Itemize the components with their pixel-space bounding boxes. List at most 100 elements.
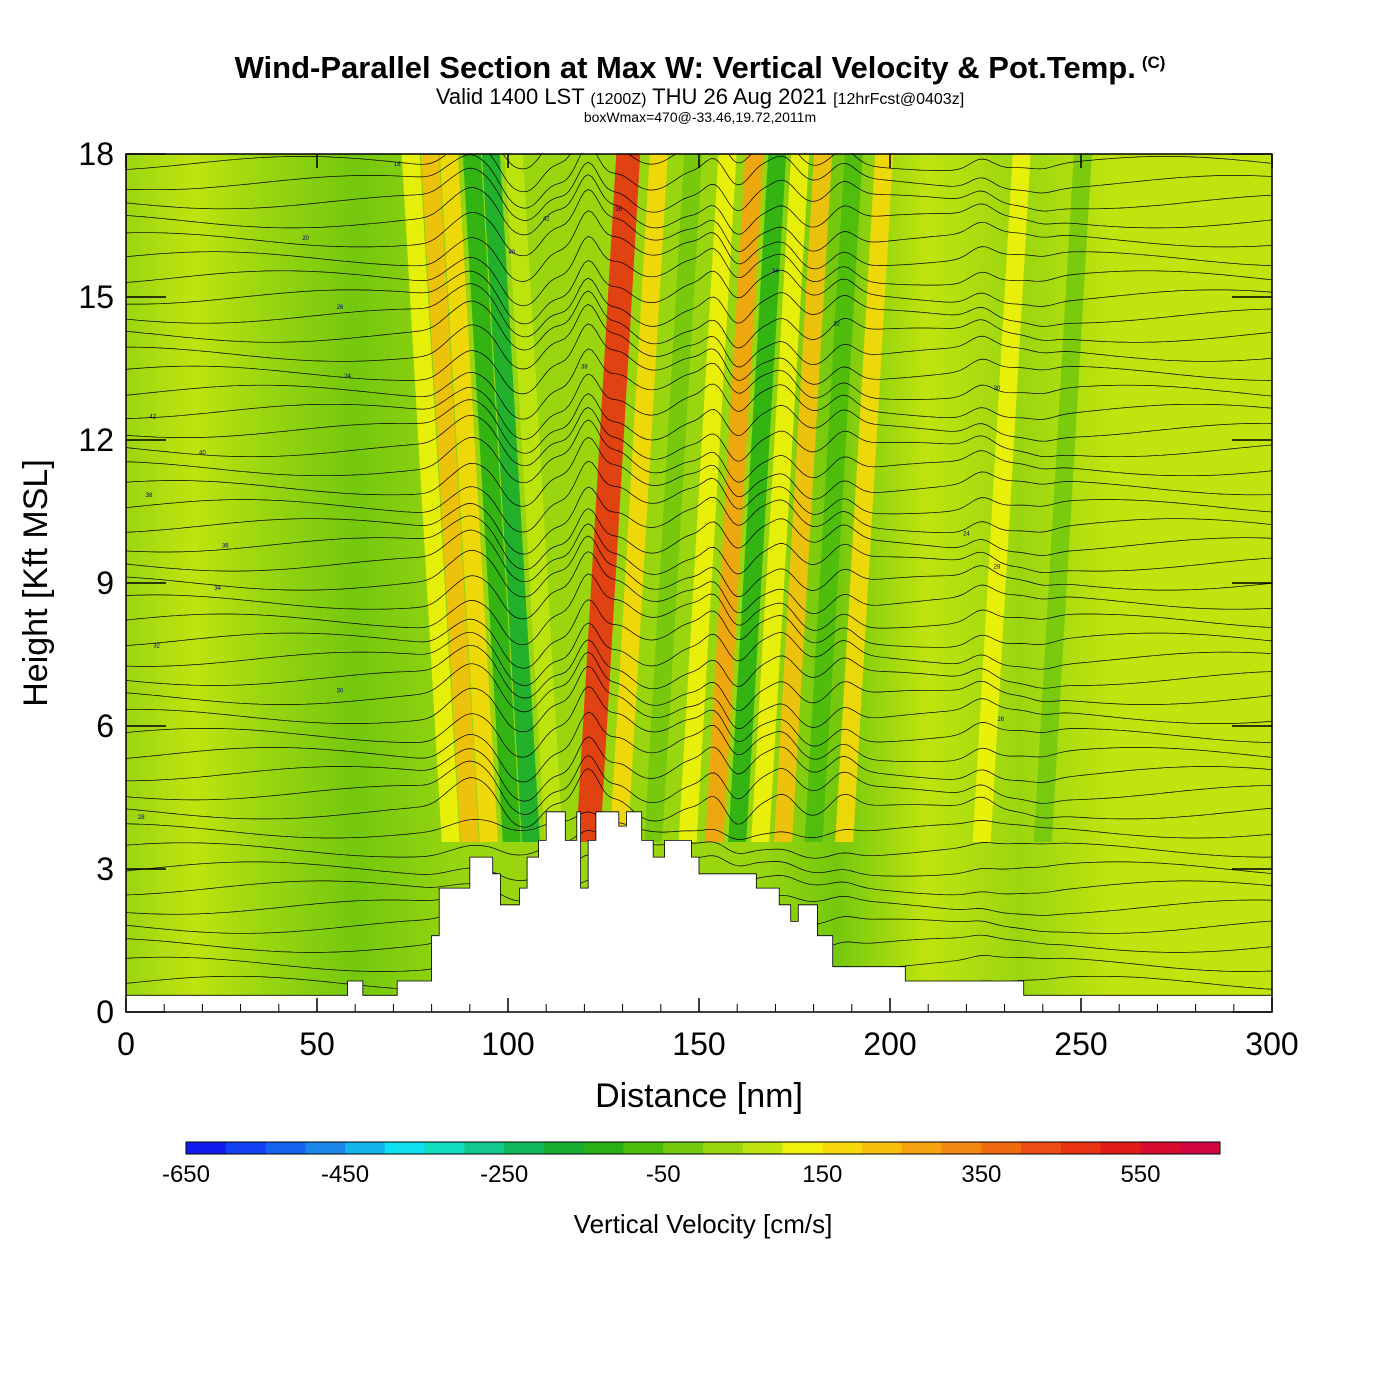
x-tick-label: 0 (117, 1026, 135, 1062)
colorbar-swatch (1060, 1142, 1102, 1154)
colorbar-swatch (703, 1142, 744, 1154)
colorbar-tick-label: -650 (162, 1161, 210, 1188)
x-tick-label: 250 (1054, 1026, 1107, 1062)
contour-label: 40 (508, 250, 515, 256)
contour-label: 32 (153, 643, 160, 649)
x-tick-label: 50 (299, 1026, 335, 1062)
colorbar-swatch (583, 1142, 624, 1154)
colorbar-tick-label: -250 (480, 1161, 528, 1188)
contour-label: 34 (214, 586, 221, 592)
velocity-band (774, 154, 833, 842)
velocity-band (804, 154, 863, 842)
colorbar-swatch (504, 1142, 545, 1154)
theta-contour (126, 75, 1272, 143)
theta-contour (126, 736, 1272, 802)
colorbar-swatch (345, 1142, 386, 1154)
colorbar-swatch (265, 1142, 306, 1154)
contour-label: 38 (146, 493, 153, 499)
theta-contour (126, 260, 1272, 325)
contour-label: 18 (394, 162, 401, 168)
y-axis-title: Height [Kft MSL] (17, 459, 55, 707)
colorbar-swatch (742, 1142, 784, 1154)
velocity-band (644, 154, 703, 842)
colorbar-swatch (663, 1142, 704, 1154)
theta-contour (126, 639, 1272, 699)
velocity-band (835, 154, 894, 842)
theta-contour (126, 348, 1272, 420)
colorbar-swatch (901, 1142, 943, 1154)
contour-labels: 42 40 38 36 34 32 30 28 26 24 20 18 42 40 38 36 34 32 30 28… (138, 162, 1005, 821)
x-tick-label: 100 (481, 1026, 534, 1062)
contour-label: 20 (302, 236, 309, 242)
chart-subtitle: Valid 1400 LST (1200Z) THU 26 Aug 2021 [… (0, 84, 1400, 110)
contour-label: 30 (337, 689, 344, 695)
contour-label: 30 (994, 386, 1001, 392)
contour-label: 42 (149, 415, 156, 421)
contour-label: 40 (199, 450, 206, 456)
velocity-band (1033, 154, 1092, 842)
theta-contour (126, 811, 1272, 840)
theta-contour (126, 755, 1272, 815)
theta-contour (126, 622, 1272, 686)
x-axis: 0 50 100 150 200 250 300 (117, 154, 1299, 1062)
theta-contour (126, 161, 1272, 221)
theta-contours (126, 75, 1272, 994)
theta-contour (126, 210, 1272, 282)
x-tick-label: 300 (1245, 1026, 1298, 1062)
colorbar-tick-label: -450 (321, 1161, 369, 1188)
theta-contour (126, 768, 1272, 828)
theta-contour (126, 407, 1272, 467)
theta-contour (126, 523, 1272, 583)
theta-contour (126, 236, 1272, 307)
y-tick-label: 6 (96, 708, 114, 744)
contour-label: 26 (337, 305, 344, 311)
colorbar-swatch (305, 1142, 346, 1154)
x-tick-label: 200 (863, 1026, 916, 1062)
colorbar-swatch (543, 1142, 585, 1154)
contour-label: 24 (963, 531, 970, 537)
colorbar-title: Vertical Velocity [cm/s] (574, 1209, 833, 1239)
contour-label: 36 (222, 543, 229, 549)
colorbar-swatch (225, 1142, 267, 1154)
contour-label: 32 (833, 322, 840, 328)
theta-contour (126, 711, 1272, 783)
valid-date: THU 26 Aug 2021 (652, 84, 828, 109)
copyright-mark: (C) (1141, 53, 1166, 72)
colorbar-swatch (822, 1142, 863, 1154)
contour-label: 28 (138, 815, 145, 821)
theta-contour (126, 686, 1272, 758)
theta-contour (126, 290, 1272, 351)
theta-contour (126, 277, 1272, 338)
chart-title-text: Wind-Parallel Section at Max W: Vertical… (234, 50, 1136, 85)
velocity-band (972, 154, 1031, 842)
theta-contour (126, 573, 1272, 646)
theta-contour (126, 393, 1272, 454)
colorbar-swatch (623, 1142, 664, 1154)
velocity-band (481, 154, 540, 842)
colorbar-frame (185, 1141, 1221, 1155)
theta-contour (126, 419, 1272, 484)
contour-label: 36 (615, 207, 622, 213)
contour-label: 26 (997, 717, 1004, 723)
theta-contour (126, 486, 1272, 555)
colorbar-tick-label: 550 (1120, 1161, 1160, 1188)
y-tick-label: 18 (78, 136, 114, 172)
y-tick-label: 0 (96, 994, 114, 1030)
colorbar-tick-label: -50 (646, 1161, 681, 1188)
velocity-band (751, 154, 810, 842)
colorbar-swatch (186, 1142, 227, 1154)
colorbar-swatch (424, 1142, 465, 1154)
colorbar-tick-label: 350 (961, 1161, 1001, 1188)
colorbar-swatch (1140, 1142, 1181, 1154)
theta-contour (126, 436, 1272, 507)
y-tick-label: 3 (96, 851, 114, 887)
box-wmax-info: boxWmax=470@-33.46,19.72,2011m (583, 109, 817, 125)
velocity-band (439, 154, 498, 842)
velocity-band (705, 154, 764, 842)
contour-label: 28 (994, 565, 1001, 571)
velocity-band (401, 154, 460, 842)
valid-time: Valid 1400 LST (435, 84, 585, 109)
colorbar-swatch (981, 1142, 1022, 1154)
theta-contour (126, 508, 1272, 570)
